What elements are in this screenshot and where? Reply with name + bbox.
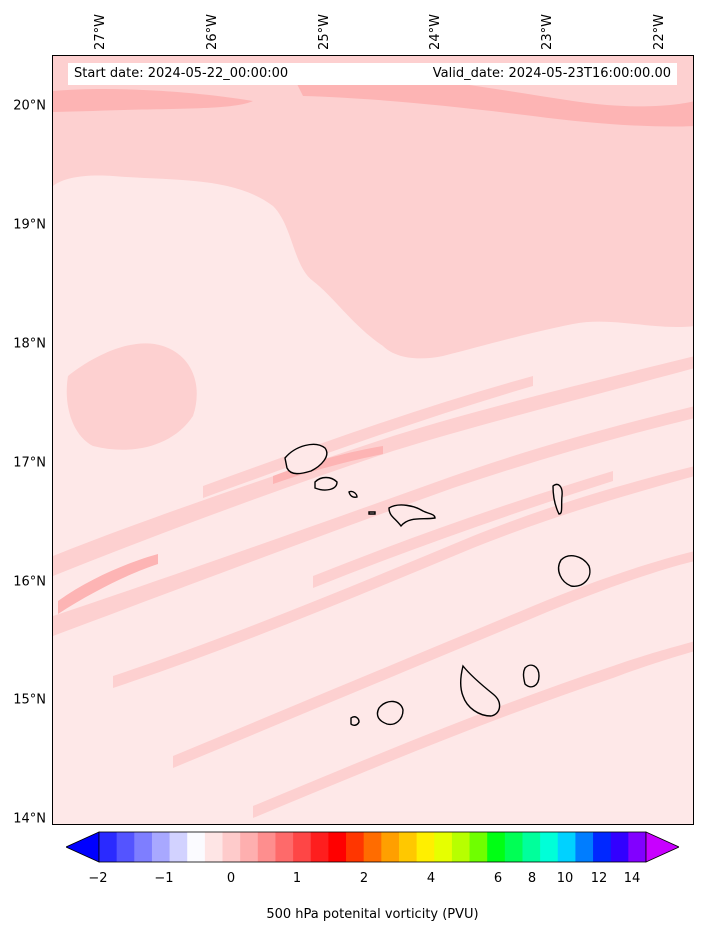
colorbar-arrow-right [645, 831, 679, 863]
colorbar-cell [487, 832, 506, 862]
pv-streaks [53, 356, 693, 818]
colorbar-cell [381, 832, 400, 862]
pv-region-left [66, 343, 197, 450]
colorbar-cell [169, 832, 188, 862]
colorbar-cell [610, 832, 629, 862]
lon-label-22w: 22°W [652, 14, 667, 50]
lat-label-19n: 19°N [13, 217, 46, 233]
colorbar-arrow-left [66, 831, 100, 863]
lon-label-23w: 23°W [540, 14, 555, 50]
start-date-text: Start date: 2024-05-22_00:00:00 [74, 66, 289, 81]
cb-tick-2: 2 [359, 871, 369, 886]
colorbar-cell [416, 832, 435, 862]
colorbar-cell [99, 832, 118, 862]
colorbar-cell [469, 832, 488, 862]
colorbar-cell [398, 832, 418, 862]
cb-tick-10: 10 [556, 871, 574, 886]
colorbar-cell [451, 832, 471, 862]
lon-label-24w: 24°W [428, 14, 443, 50]
island-maio [522, 664, 540, 688]
colorbar-cell [310, 832, 329, 862]
island-santo-antao [284, 443, 328, 475]
lat-label-20n: 20°N [13, 98, 46, 114]
island-sao-nicolau [388, 504, 436, 528]
island-boa-vista [557, 555, 591, 587]
lon-label-26w: 26°W [205, 14, 220, 50]
colorbar-cell [222, 832, 241, 862]
cb-tick-8: 8 [527, 871, 537, 886]
colorbar-cell [363, 832, 382, 862]
cb-tick-1: 1 [292, 871, 302, 886]
cb-tick-4: 4 [426, 871, 436, 886]
colorbar-cell [540, 832, 559, 862]
cb-tick-12: 12 [590, 871, 608, 886]
pv-region-upper-right [303, 173, 693, 342]
colorbar-cell [204, 832, 224, 862]
colorbar-cell [151, 832, 171, 862]
colorbar-cell [257, 832, 277, 862]
map-canvas [53, 56, 693, 824]
island-sal [552, 483, 563, 515]
colorbar-cell [434, 832, 453, 862]
lat-label-15n: 15°N [13, 692, 46, 708]
colorbar-label: 500 hPa potenital vorticity (PVU) [266, 907, 479, 922]
lat-label-17n: 17°N [13, 455, 46, 471]
cb-tick-14: 14 [623, 871, 641, 886]
colorbar-cell [240, 832, 259, 862]
colorbar-cell [346, 832, 365, 862]
lat-label-14n: 14°N [13, 811, 46, 827]
colorbar-cell [557, 832, 577, 862]
colorbar-cell [275, 832, 294, 862]
cb-tick-6: 6 [493, 871, 503, 886]
lon-label-27w: 27°W [93, 14, 108, 50]
colorbar-cell [328, 832, 347, 862]
pv-band-top-left [53, 89, 253, 112]
cb-tick-m1: −1 [154, 871, 174, 886]
date-info-bar: Start date: 2024-05-22_00:00:00 Valid_da… [68, 63, 677, 85]
colorbar-cell [187, 832, 206, 862]
colorbar-cell [293, 832, 312, 862]
islands [284, 443, 591, 727]
colorbar-cells [98, 831, 647, 863]
island-raso [368, 511, 376, 515]
cb-tick-0: 0 [226, 871, 236, 886]
cb-tick-m2: −2 [88, 871, 108, 886]
pv-band-top [293, 73, 693, 127]
colorbar-cell [504, 832, 524, 862]
colorbar-cell [522, 832, 541, 862]
colorbar-cell [628, 832, 647, 862]
colorbar [66, 831, 679, 863]
island-fogo [376, 700, 404, 726]
island-brava [350, 716, 360, 727]
colorbar-cell [593, 832, 612, 862]
map-panel [52, 55, 694, 825]
pv-streaks-dark [58, 446, 383, 614]
lon-label-25w: 25°W [317, 14, 332, 50]
colorbar-cell [134, 832, 153, 862]
colorbar-cell [575, 832, 594, 862]
lat-label-16n: 16°N [13, 574, 46, 590]
island-santa-luzia [348, 490, 358, 498]
valid-date-text: Valid_date: 2024-05-23T16:00:00.00 [432, 66, 671, 81]
lat-label-18n: 18°N [13, 336, 46, 352]
colorbar-cell [116, 832, 135, 862]
island-santiago [460, 664, 501, 717]
island-sao-vicente [314, 476, 338, 491]
